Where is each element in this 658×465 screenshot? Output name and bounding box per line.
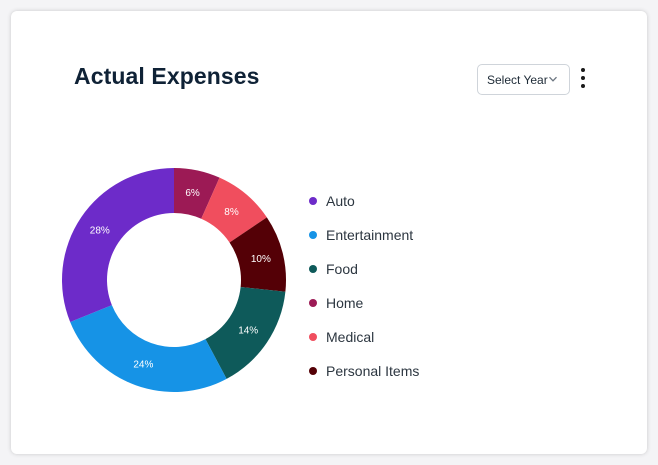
- legend-item-entertainment[interactable]: Entertainment: [309, 218, 419, 252]
- chevron-down-icon: [549, 76, 557, 82]
- legend-item-personal-items[interactable]: Personal Items: [309, 354, 419, 388]
- slice-label-entertainment: 24%: [133, 360, 153, 371]
- slice-label-home: 6%: [185, 188, 200, 199]
- slice-auto[interactable]: [61, 168, 174, 322]
- legend-label-food: Food: [326, 261, 358, 277]
- slice-medical[interactable]: [201, 177, 267, 243]
- year-select-label: Select Year: [487, 72, 548, 87]
- legend-swatch-entertainment: [309, 231, 317, 239]
- slice-personal-items[interactable]: [229, 217, 286, 292]
- expenses-card: Actual Expenses Select Year 6% 8% 10% 14% 24…: [11, 11, 647, 454]
- legend-label-entertainment: Entertainment: [326, 227, 414, 243]
- slice-home[interactable]: [174, 168, 220, 219]
- legend-swatch-personal-items: [309, 367, 317, 375]
- slice-label-personal-items: 10%: [251, 254, 271, 265]
- kebab-icon[interactable]: [577, 68, 589, 92]
- legend-item-home[interactable]: Home: [309, 286, 419, 320]
- legend-swatch-auto: [309, 197, 317, 205]
- chart-legend: Auto Entertainment Food Home Medical Personal…: [309, 184, 419, 388]
- legend-item-medical[interactable]: Medical: [309, 320, 419, 354]
- slice-label-auto: 28%: [90, 225, 110, 236]
- card-title: Actual Expenses: [74, 63, 260, 89]
- legend-swatch-home: [309, 299, 317, 307]
- legend-swatch-medical: [309, 333, 317, 341]
- legend-label-medical: Medical: [326, 329, 375, 345]
- legend-item-auto[interactable]: Auto: [309, 184, 419, 218]
- slice-food[interactable]: [205, 287, 286, 379]
- slice-entertainment[interactable]: [70, 305, 227, 392]
- slice-label-medical: 8%: [224, 207, 239, 218]
- donut-chart: 6% 8% 10% 14% 24% 28%: [61, 168, 286, 392]
- year-select[interactable]: Select Year: [477, 64, 570, 95]
- slice-label-food: 14%: [238, 326, 258, 337]
- legend-item-food[interactable]: Food: [309, 252, 419, 286]
- legend-swatch-food: [309, 265, 317, 273]
- legend-label-home: Home: [326, 295, 364, 311]
- legend-label-auto: Auto: [326, 193, 355, 209]
- legend-label-personal-items: Personal Items: [326, 363, 420, 379]
